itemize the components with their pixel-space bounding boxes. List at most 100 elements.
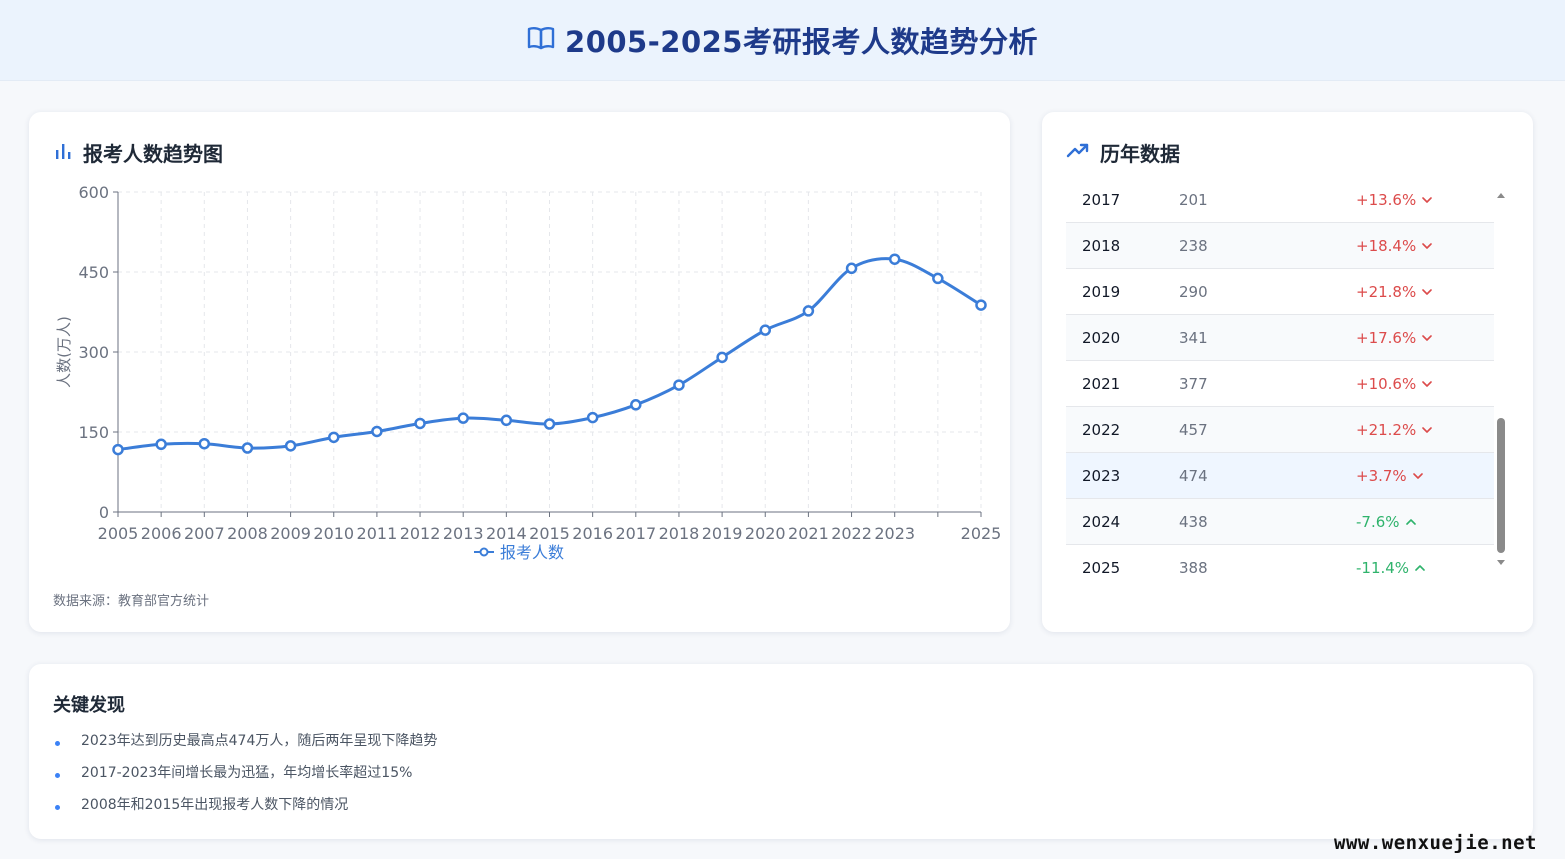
table-row[interactable]: 2020 341 +17.6% [1066, 315, 1494, 361]
data-point [241, 442, 254, 454]
x-tick-label: 2009 [270, 524, 311, 543]
x-tick-label: 2005 [98, 524, 139, 543]
y-tick-label: 450 [78, 263, 109, 282]
y-tick-label: 0 [99, 503, 109, 522]
x-tick-label: 2015 [529, 524, 570, 543]
x-tick-label: 2017 [615, 524, 656, 543]
finding-item: 2017-2023年间增长最为迅猛，年均增长率超过15% [53, 762, 437, 794]
row-count: 238 [1179, 236, 1208, 255]
chevron-up-icon [1415, 564, 1425, 571]
row-change: +17.6% [1356, 328, 1433, 347]
row-change: -11.4% [1356, 559, 1425, 577]
scrollbar-thumb[interactable] [1497, 418, 1505, 553]
table-row[interactable]: 2023 474 +3.7% [1066, 453, 1494, 499]
x-tick-label: 2019 [702, 524, 743, 543]
table-row[interactable]: 2022 457 +21.2% [1066, 407, 1494, 453]
finding-text: 2008年和2015年出现报考人数下降的情况 [81, 797, 349, 813]
x-tick-label: 2014 [486, 524, 527, 543]
row-year: 2025 [1082, 558, 1121, 577]
row-year: 2021 [1082, 374, 1121, 393]
x-tick-label: 2021 [788, 524, 829, 543]
bullet-dot [55, 741, 60, 746]
x-tick-label: 2022 [831, 524, 872, 543]
chevron-up-icon [1405, 518, 1416, 525]
data-point [284, 440, 297, 452]
chevron-down-icon [1412, 472, 1423, 479]
row-count: 290 [1179, 282, 1208, 301]
row-year: 2017 [1082, 190, 1121, 209]
data-point [198, 437, 211, 450]
data-point [414, 417, 426, 430]
chart-card-title: 报考人数趋势图 [83, 142, 223, 166]
table-row[interactable]: 2017 201 +13.6% [1066, 188, 1494, 223]
row-change-value: +3.7% [1356, 466, 1407, 485]
row-change: +3.7% [1356, 467, 1423, 485]
data-point [543, 418, 556, 430]
row-year: 2019 [1082, 282, 1121, 301]
table-row[interactable]: 2024 438 -7.6% [1066, 499, 1494, 545]
data-point [457, 412, 469, 424]
scroll-up-arrow[interactable] [1497, 193, 1505, 198]
row-count: 438 [1179, 512, 1208, 531]
data-point [932, 272, 944, 285]
y-tick-label: 300 [78, 343, 109, 362]
data-point [759, 324, 771, 336]
x-tick-label: 2016 [572, 524, 613, 543]
x-tick-label: 2020 [745, 524, 786, 543]
watermark-text: www.wenxuejie.net [1334, 832, 1537, 854]
chevron-down-icon [1422, 334, 1433, 341]
x-tick-label: 2007 [184, 524, 225, 543]
chevron-down-icon [1422, 242, 1433, 249]
x-tick-label: 2008 [227, 524, 268, 543]
data-table-scroll[interactable]: 2017 201 +13.6% 2018 238 +18.4% 2019 290 +21.8% 2… [1066, 188, 1494, 582]
table-row[interactable]: 2019 290 +21.8% [1066, 269, 1494, 315]
data-point [586, 411, 599, 424]
trending-up-icon [1066, 141, 1090, 165]
history-data-card: 历年数据 2017 201 +13.6% 2018 238 +18.4% 2019 290 +2… [1042, 112, 1533, 632]
row-change-value: +10.6% [1356, 374, 1417, 393]
finding-text: 2023年达到历史最高点474万人，随后两年呈现下降趋势 [81, 733, 438, 749]
data-point [112, 443, 124, 456]
row-count: 388 [1179, 558, 1208, 577]
row-change-value: +18.4% [1356, 236, 1417, 255]
bar-chart-icon [53, 141, 73, 165]
row-year: 2020 [1082, 328, 1121, 347]
row-change-value: +13.6% [1356, 190, 1417, 209]
chevron-down-icon [1422, 288, 1433, 295]
x-tick-label: 2018 [659, 524, 700, 543]
row-year: 2022 [1082, 420, 1121, 439]
chevron-down-icon [1422, 380, 1433, 387]
legend-marker [479, 547, 489, 557]
row-change-value: +17.6% [1356, 328, 1417, 347]
row-change: +21.2% [1356, 421, 1433, 439]
data-source-note: 数据来源：教育部官方统计 [53, 594, 210, 609]
data-point [845, 262, 858, 275]
chevron-down-icon [1422, 426, 1433, 433]
row-change: +10.6% [1356, 374, 1433, 393]
row-count: 474 [1179, 466, 1208, 485]
row-year: 2024 [1082, 512, 1121, 531]
row-count: 201 [1179, 190, 1208, 209]
table-row[interactable]: 2025 388 -11.4% [1066, 545, 1494, 582]
findings-list: 2023年达到历史最高点474万人，随后两年呈现下降趋势 2017-2023年间… [53, 730, 437, 826]
scroll-down-arrow[interactable] [1497, 560, 1505, 565]
table-row[interactable]: 2018 238 +18.4% [1066, 223, 1494, 269]
row-count: 341 [1179, 328, 1208, 347]
data-point [371, 425, 383, 438]
data-point [155, 438, 167, 451]
row-change: +13.6% [1356, 190, 1433, 209]
x-tick-label: 2023 [874, 524, 915, 543]
bullet-dot [55, 805, 60, 810]
chart-card: 报考人数趋势图 0 150 300 450 600 2005 2006 2007 2008 200… [29, 112, 1010, 632]
row-change-value: -11.4% [1356, 558, 1410, 577]
x-tick-label: 2013 [443, 524, 484, 543]
table-row[interactable]: 2021 377 +10.6% [1066, 361, 1494, 407]
data-point [673, 379, 685, 391]
row-change: +21.8% [1356, 283, 1433, 301]
finding-item: 2008年和2015年出现报考人数下降的情况 [53, 794, 437, 826]
y-tick-label: 600 [78, 183, 109, 202]
findings-title: 关键发现 [53, 695, 125, 716]
x-tick-label: 2012 [400, 524, 441, 543]
data-point [888, 253, 901, 265]
